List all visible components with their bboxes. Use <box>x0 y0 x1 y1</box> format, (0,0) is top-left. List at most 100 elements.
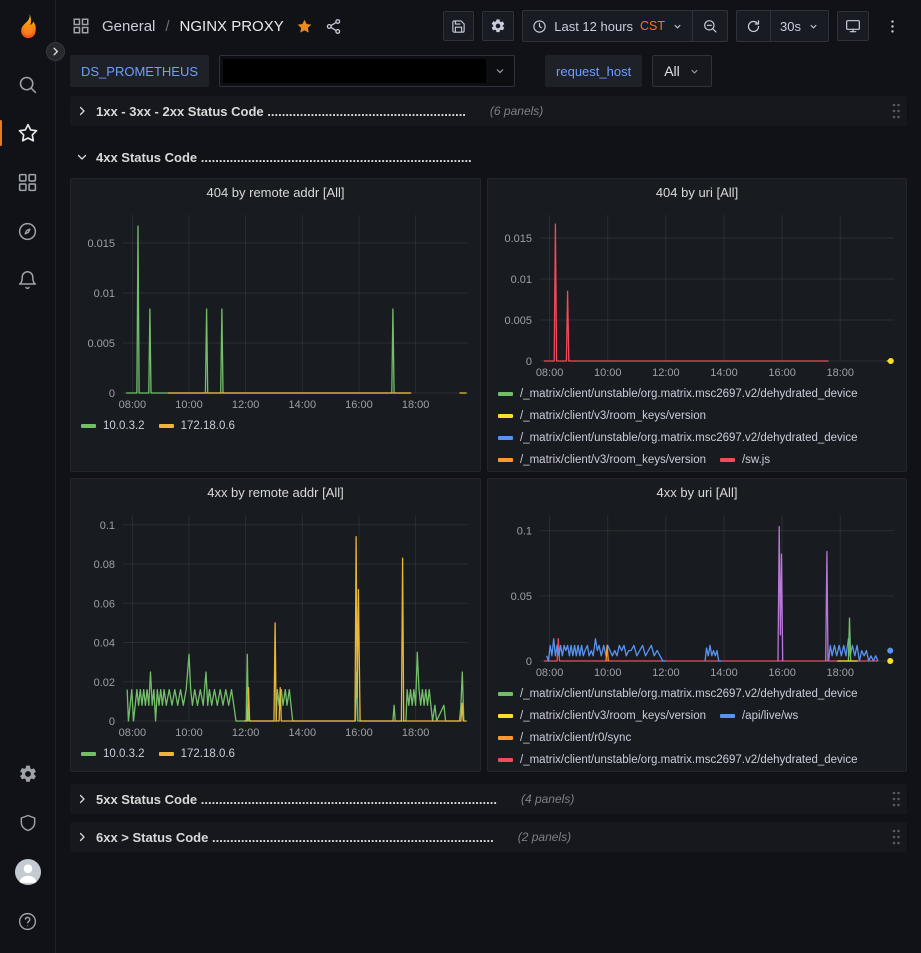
panel-title[interactable]: 404 by uri [All] <box>655 184 739 200</box>
panel-title[interactable]: 4xx by uri [All] <box>656 484 738 500</box>
sidebar-starred-icon[interactable] <box>0 113 48 153</box>
dashboard-canvas: 1xx - 3xx - 2xx Status Code ............… <box>56 90 921 852</box>
row-1xx-3xx-2xx-status-code[interactable]: 1xx - 3xx - 2xx Status Code ............… <box>70 96 907 126</box>
chevron-right-icon <box>76 105 88 117</box>
row-title: 5xx Status Code ........................… <box>96 791 497 807</box>
favorite-star-icon[interactable] <box>296 18 313 35</box>
clock-icon <box>533 19 546 33</box>
row-panel-count: (4 panels) <box>520 792 575 806</box>
x-axis-tick-label: 12:00 <box>652 367 680 379</box>
row-drag-handle[interactable] <box>891 828 901 846</box>
legend-label: 10.0.3.2 <box>103 748 145 760</box>
legend-item[interactable]: /_matrix/client/unstable/org.matrix.msc2… <box>498 429 858 447</box>
chevron-down-icon <box>810 24 817 29</box>
time-picker-button[interactable]: Last 12 hours CST <box>523 11 692 41</box>
time-range-label: Last 12 hours <box>554 18 634 34</box>
legend-item[interactable]: /_matrix/client/v3/room_keys/version <box>498 451 706 469</box>
legend-label: /_matrix/client/unstable/org.matrix.msc2… <box>520 388 858 400</box>
x-axis-tick-label: 08:00 <box>119 727 147 739</box>
sidebar-help-icon[interactable] <box>8 901 48 941</box>
panel-title[interactable]: 404 by remote addr [All] <box>206 184 345 200</box>
legend-item[interactable]: 10.0.3.2 <box>81 745 145 763</box>
row-drag-handle[interactable] <box>891 102 901 120</box>
datasource-variable-select[interactable] <box>219 55 516 87</box>
grafana-logo-icon[interactable] <box>13 12 43 44</box>
sidebar-admin-shield-icon[interactable] <box>8 803 48 843</box>
legend-item[interactable]: 172.18.0.6 <box>158 745 235 763</box>
sidebar-explore-icon[interactable] <box>8 211 48 251</box>
legend-swatch <box>719 458 735 462</box>
share-icon[interactable] <box>325 18 342 35</box>
legend-item[interactable]: /_matrix/client/unstable/org.matrix.msc2… <box>498 685 858 703</box>
legend-item[interactable]: /api/live/ws <box>719 707 798 725</box>
user-avatar[interactable] <box>8 852 48 892</box>
panel-legend: 10.0.3.2 172.18.0.6 <box>71 743 480 771</box>
y-axis-tick-label: 0.005 <box>504 315 532 327</box>
sidebar-alerting-icon[interactable] <box>8 260 48 300</box>
refresh-interval-dropdown[interactable]: 30s <box>770 11 828 41</box>
legend-swatch <box>498 714 513 718</box>
series-point <box>887 647 894 654</box>
zoom-out-button[interactable] <box>692 11 727 41</box>
x-axis-tick-label: 18:00 <box>826 667 854 679</box>
y-axis-tick-label: 0.015 <box>504 233 532 245</box>
datasource-variable-label[interactable]: DS_PROMETHEUS <box>70 55 210 87</box>
x-axis-tick-label: 18:00 <box>402 727 430 739</box>
breadcrumb-separator: / <box>165 17 170 35</box>
legend-item[interactable]: /_matrix/client/unstable/org.matrix.msc2… <box>498 385 858 403</box>
save-dashboard-button[interactable] <box>443 11 475 41</box>
series-line <box>825 550 829 662</box>
series-line <box>546 638 666 662</box>
sidebar <box>0 0 56 953</box>
apps-grid-icon <box>70 15 92 37</box>
breadcrumb-section[interactable]: General <box>102 17 156 35</box>
variables-bar: DS_PROMETHEUS request_host All <box>56 52 921 90</box>
row-6xx-status-code[interactable]: 6xx > Status Code ......................… <box>70 822 907 852</box>
legend-label: /_matrix/client/v3/room_keys/version <box>520 710 706 722</box>
legend-item[interactable]: 172.18.0.6 <box>158 417 235 435</box>
x-axis-tick-label: 16:00 <box>345 727 373 739</box>
dashboard-settings-button[interactable] <box>482 11 515 41</box>
y-axis-tick-label: 0.005 <box>87 338 115 350</box>
y-axis-tick-label: 0.1 <box>100 520 115 532</box>
legend-item[interactable]: /_matrix/client/r0/sync <box>498 729 631 747</box>
sidebar-settings-icon[interactable] <box>8 754 48 794</box>
refresh-interval-label: 30s <box>780 18 801 34</box>
sidebar-search-icon[interactable] <box>8 64 48 104</box>
chevron-down-icon <box>76 151 88 163</box>
row-drag-handle[interactable] <box>891 790 901 808</box>
refresh-button[interactable] <box>737 11 770 41</box>
panel-title[interactable]: 4xx by remote addr [All] <box>207 484 344 500</box>
kebab-menu-button[interactable] <box>877 11 907 41</box>
legend-swatch <box>81 752 96 756</box>
chevron-down-icon <box>691 69 698 74</box>
legend-item[interactable]: 10.0.3.2 <box>81 417 145 435</box>
legend-item[interactable]: /sw.js <box>719 451 771 469</box>
tv-mode-button[interactable] <box>837 11 869 41</box>
panel-4xx-by-uri: 4xx by uri [All] 0 0.05 0.1 08:00 10:00 12:00… <box>487 478 907 772</box>
legend-item[interactable]: /_matrix/client/v3/room_keys/version <box>498 407 706 425</box>
legend-swatch <box>498 436 513 440</box>
row-title: 4xx Status Code ........................… <box>96 149 472 165</box>
chart-404-by-uri: 0 0.005 0.01 0.015 08:00 10:00 12:00 14:00 16:00… <box>504 215 894 379</box>
request-host-variable-label[interactable]: request_host <box>545 55 643 87</box>
x-axis-tick-label: 08:00 <box>119 399 147 411</box>
legend-label: /sw.js <box>741 454 771 466</box>
chevron-down-icon <box>496 69 504 74</box>
legend-label: 172.18.0.6 <box>180 748 235 760</box>
row-4xx-status-code[interactable]: 4xx Status Code ........................… <box>70 142 907 172</box>
chevron-down-icon <box>674 24 681 29</box>
dashboard-header: General / NGINX PROXY Last 12 hours CST <box>56 0 921 52</box>
breadcrumb-dashboard-title[interactable]: NGINX PROXY <box>179 17 284 35</box>
request-host-variable-select[interactable]: All <box>652 55 712 87</box>
legend-item[interactable]: /_matrix/client/v3/room_keys/version <box>498 707 706 725</box>
row-panel-count: (6 panels) <box>489 104 544 118</box>
sidebar-dashboards-icon[interactable] <box>8 162 48 202</box>
legend-item[interactable]: /_matrix/client/unstable/org.matrix.msc2… <box>498 751 858 769</box>
legend-swatch <box>498 736 513 740</box>
sidebar-expand-button[interactable] <box>46 42 65 61</box>
x-axis-tick-label: 10:00 <box>594 367 622 379</box>
row-5xx-status-code[interactable]: 5xx Status Code ........................… <box>70 784 907 814</box>
x-axis-tick-label: 10:00 <box>175 399 203 411</box>
panel-4xx-by-remote-addr: 4xx by remote addr [All] 0 0.02 0.04 0.06 0.… <box>70 478 481 772</box>
